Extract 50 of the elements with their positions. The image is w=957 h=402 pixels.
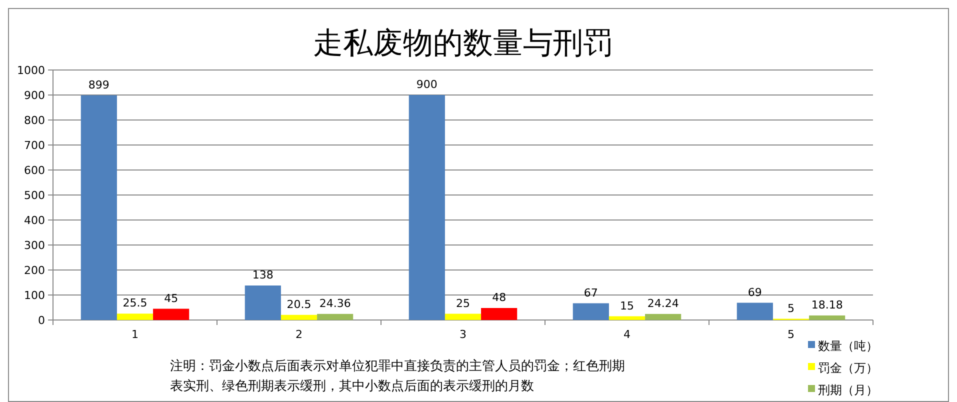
data-label: 48 [492,291,506,304]
data-label: 15 [620,299,634,312]
data-label: 900 [416,78,438,91]
bar [116,314,154,320]
bar [408,95,445,320]
x-tick-label: 5 [788,328,794,341]
x-tick-label: 3 [460,328,466,341]
x-tick-label: 2 [296,328,302,341]
y-tick-label: 700 [24,139,45,152]
bar [80,95,117,320]
bar [809,315,846,320]
bar [645,314,682,320]
bar [736,302,773,320]
data-label: 67 [584,286,598,300]
y-tick-label: 300 [24,239,45,252]
data-label: 18.18 [811,298,843,312]
legend-label: 刑期（月） [818,383,878,397]
data-label: 25 [456,296,470,310]
legend-label: 数量（吨） [818,339,878,353]
y-tick-label: 0 [38,314,45,327]
y-tick-label: 400 [24,214,45,227]
y-tick-label: 900 [24,89,45,102]
chart-title: 走私废物的数量与刑罚 [313,26,613,61]
y-tick-label: 1000 [17,64,45,77]
y-tick-label: 100 [24,289,45,302]
data-label: 899 [88,78,110,92]
text: 注明：罚金小数点后面表示对单位犯罪中直接负责的主管人员的罚金；红色刑期表实刑、绿色刑期表示缓刑，其中小数点后面的表示缓刑的月数 [170,358,625,394]
legend-label: 罚金（万） [818,361,878,375]
data-label: 69 [748,286,762,299]
y-tick-label: 600 [24,164,45,177]
bar [317,314,354,320]
bar [608,316,646,320]
bar [280,314,318,320]
data-label: 138 [252,268,274,282]
data-label: 20.5 [286,298,312,311]
y-tick-label: 500 [24,189,45,202]
data-label: 25.5 [122,296,148,310]
bar [153,308,190,320]
y-tick-label: 800 [24,114,45,127]
x-tick-label: 1 [132,328,138,341]
bar [444,314,482,320]
y-tick-label: 200 [24,264,45,277]
x-tick-label: 4 [624,328,630,341]
bar [481,308,518,320]
data-label: 24.36 [319,296,351,310]
bar [244,286,281,320]
data-label: 45 [164,292,178,305]
bar [572,303,609,320]
data-label: 24.24 [647,296,679,310]
data-label: 5 [788,302,794,315]
